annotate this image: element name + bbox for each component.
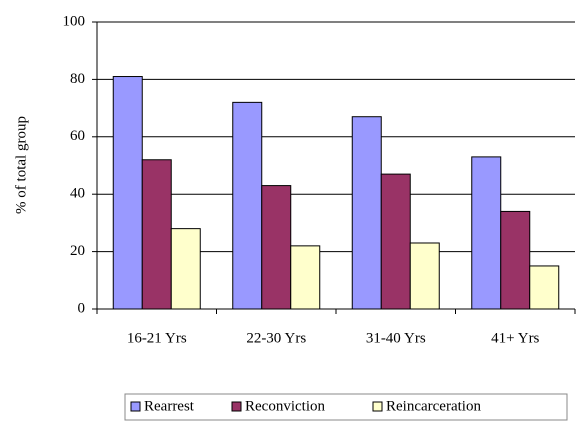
bar [529,265,560,310]
bar [261,185,292,310]
legend-label: Reconviction [245,398,325,414]
x-tick-label: 22-30 Yrs [246,330,306,346]
y-axis-label: % of total group [13,116,29,214]
y-tick-label: 20 [70,243,85,259]
legend-swatch [372,401,383,412]
legend-box [124,393,568,421]
bar [351,116,382,310]
x-tick-label: 41+ Yrs [491,330,539,346]
y-tick-label: 100 [63,13,86,29]
bar [500,210,531,310]
bar [170,228,201,310]
y-tick-label: 60 [70,128,85,144]
legend-label: Reincarceration [386,398,481,414]
bar [471,156,502,310]
legend-label: Rearrest [144,398,195,414]
bar [232,101,263,310]
legend-swatch [231,401,242,412]
x-tick-label: 16-21 Yrs [127,330,187,346]
bar [409,242,440,310]
y-tick-label: 0 [78,300,86,316]
y-tick-label: 80 [70,71,85,87]
y-tick-label: 40 [70,186,85,202]
bar [380,173,411,310]
bar [112,76,143,310]
bar [141,159,172,310]
bar [290,245,321,310]
legend-swatch [130,401,141,412]
x-tick-label: 31-40 Yrs [366,330,426,346]
